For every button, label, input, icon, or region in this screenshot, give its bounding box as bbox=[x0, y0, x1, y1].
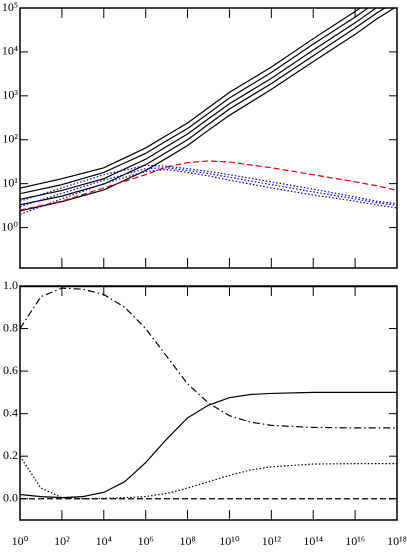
plot-frame bbox=[19, 7, 398, 269]
y-tick-label: 10⁴ bbox=[2, 44, 18, 58]
y-tick-label: 10² bbox=[2, 131, 18, 145]
x-tick-label: 10² bbox=[54, 534, 70, 548]
x-tick-label: 10⁴ bbox=[96, 534, 112, 548]
y-tick-label: 0.6 bbox=[3, 363, 18, 377]
data-line bbox=[20, 8, 370, 195]
data-line bbox=[20, 167, 397, 208]
y-tick-label: 10⁰ bbox=[1, 219, 18, 233]
x-tick-label: 10¹⁸ bbox=[387, 534, 407, 548]
y-tick-label: 0.4 bbox=[3, 405, 18, 419]
data-line bbox=[20, 455, 397, 500]
x-tick-label: 10¹⁶ bbox=[345, 534, 365, 548]
y-tick-label: 0.2 bbox=[3, 448, 18, 462]
x-tick-label: 10⁶ bbox=[138, 534, 154, 548]
plot-frame bbox=[19, 285, 398, 521]
data-line bbox=[20, 164, 397, 205]
data-line bbox=[20, 168, 397, 215]
y-tick-label: 10¹ bbox=[2, 175, 18, 189]
data-line bbox=[20, 8, 378, 200]
data-line bbox=[20, 8, 362, 189]
plot-area bbox=[20, 8, 397, 215]
y-tick-label: 0.0 bbox=[3, 490, 18, 504]
x-tick-label: 10⁸ bbox=[179, 534, 195, 548]
plot-area bbox=[20, 286, 397, 500]
x-tick-label: 10¹⁴ bbox=[303, 534, 323, 548]
data-line bbox=[20, 160, 397, 211]
y-tick-label: 10³ bbox=[2, 88, 18, 102]
x-tick-label: 10⁰ bbox=[12, 534, 29, 548]
x-tick-label: 10¹² bbox=[262, 534, 282, 548]
y-tick-label: 0.8 bbox=[3, 320, 18, 334]
data-line bbox=[20, 391, 397, 499]
data-line bbox=[20, 8, 396, 212]
x-tick-label: 10¹⁰ bbox=[219, 534, 240, 548]
y-tick-label: 10⁵ bbox=[2, 0, 18, 14]
y-tick-label: 1.0 bbox=[3, 278, 18, 292]
data-line bbox=[20, 287, 397, 429]
data-line bbox=[20, 8, 386, 206]
